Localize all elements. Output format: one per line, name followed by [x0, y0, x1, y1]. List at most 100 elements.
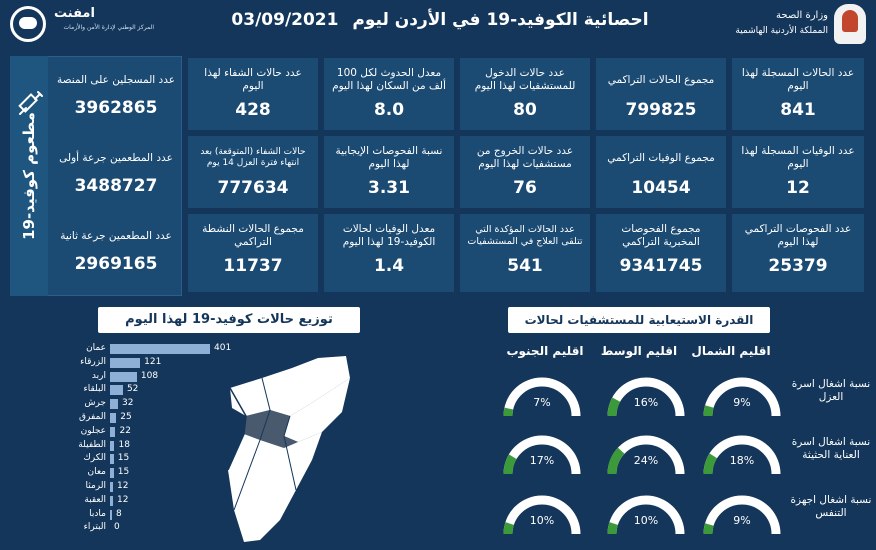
gauge-fill	[607, 397, 621, 417]
registered-card: عدد المسجلين على المنصة 3962865	[52, 66, 180, 119]
stat-value: 799825	[625, 100, 697, 120]
stat-card-total-tests: مجموع الفحوصات المخبرية التراكمي 9341745	[596, 214, 726, 292]
stat-label: عدد الحالات المؤكدة التي تتلقى العلاج في…	[467, 224, 583, 247]
distribution-bar-value: 15	[117, 467, 130, 478]
distribution-category-label: الطفيلة	[78, 439, 106, 450]
gauge-percent: 16%	[633, 396, 659, 409]
distribution-bar-value: 15	[117, 453, 130, 464]
dose2-label: عدد المطعمين جرعة ثانية	[60, 229, 172, 242]
distribution-bar	[110, 495, 113, 506]
distribution-category-label: الرمثا	[85, 481, 107, 491]
gauge-track	[503, 495, 581, 535]
distribution-bar	[110, 509, 112, 520]
ministry-logo: وزارة الصحة المملكة الأردنية الهاشمية	[720, 4, 870, 46]
stat-value: 541	[507, 256, 543, 276]
occupancy-gauge: 17%	[500, 430, 584, 478]
brand-subtitle: المركز الوطني لإدارة الأمن والأزمات	[63, 24, 155, 31]
stat-card-death-rate: معدل الوفيات لحالات الكوفيد-19 لهذا اليو…	[324, 214, 454, 292]
distribution-bar	[110, 413, 117, 423]
gauge-track	[703, 495, 781, 535]
stat-label: عدد حالات الدخول للمستشفيات لهذا اليوم	[474, 67, 576, 92]
title-date: 03/09/2021	[231, 10, 339, 30]
gauge-track	[607, 495, 685, 535]
distribution-bar	[110, 426, 116, 437]
stat-card-discharges: عدد حالات الخروج من مستشفيات لهذا اليوم …	[460, 136, 590, 208]
vaccine-title-text: مطعوم كوفيد-19	[19, 112, 38, 240]
stat-value: 841	[780, 100, 816, 120]
distribution-category-label: عمان	[86, 343, 106, 353]
stat-value: 777634	[217, 178, 289, 198]
stat-label: معدل الحدوث لكل 100 ألف من السكان لهذا ا…	[332, 67, 446, 92]
occupancy-gauge: 24%	[604, 430, 688, 478]
stat-label: عدد الوفيات المسجلة لهذا اليوم	[741, 145, 855, 170]
capacity-title: القدرة الاستيعابية للمستشفيات لحالات كوف…	[508, 307, 770, 353]
map-region-north	[230, 356, 350, 416]
distribution-category-label: المفرق	[79, 412, 106, 422]
distribution-bar	[110, 357, 141, 368]
row-label-ventilators: نسبة اشغال اجهزة التنفس	[790, 494, 872, 519]
row-label-icu: نسبة اشغال اسرة العناية الحثيثة	[791, 436, 871, 461]
stat-card-daily-tests: عدد الفحوصات التراكمي لهذا اليوم 25379	[732, 214, 864, 292]
stat-label: مجموع الوفيات التراكمي	[607, 151, 715, 164]
occupancy-gauge: 9%	[700, 490, 784, 538]
distribution-bar-value: 32	[121, 398, 134, 409]
stat-label: عدد الفحوصات التراكمي لهذا اليوم	[744, 223, 852, 248]
distribution-bar	[110, 468, 114, 479]
registered-label: عدد المسجلين على المنصة	[56, 73, 176, 86]
distribution-category-label: الزرقاء	[80, 356, 106, 367]
gauge-fill	[503, 407, 514, 417]
stat-value: 11737	[223, 256, 283, 276]
syringe-icon	[18, 91, 43, 115]
stat-label: معدل الوفيات لحالات الكوفيد-19 لهذا اليو…	[342, 223, 436, 248]
stat-card-expected-recoveries: حالات الشفاء (المتوقعة) بعد انتهاء فترة …	[188, 136, 318, 208]
crest-icon	[834, 4, 866, 44]
stat-label: مجموع الحالات النشطة التراكمي	[202, 223, 304, 248]
distribution-bar	[110, 344, 210, 354]
stat-card-daily-deaths: عدد الوفيات المسجلة لهذا اليوم 12	[732, 136, 864, 208]
stat-card-hospitalized: عدد الحالات المؤكدة التي تتلقى العلاج في…	[460, 214, 590, 292]
stat-label: عدد حالات الخروج من مستشفيات لهذا اليوم	[476, 145, 574, 170]
dose2-value: 2969165	[74, 254, 158, 274]
gauge-track	[703, 377, 781, 417]
stat-card-recoveries: عدد حالات الشفاء لهذا اليوم 428	[188, 58, 318, 130]
distribution-bar	[110, 440, 115, 451]
stat-value: 1.4	[373, 256, 405, 276]
gauge-fill	[703, 523, 714, 535]
stat-card-active: مجموع الحالات النشطة التراكمي 11737	[188, 214, 318, 292]
distribution-bar-value: 108	[140, 370, 159, 381]
distribution-category-label: البتراء	[83, 522, 106, 533]
stat-label: حالات الشفاء (المتوقعة) بعد انتهاء فترة …	[200, 147, 306, 168]
distribution-bar	[110, 482, 113, 492]
page-title: احصائية الكوفيد-19 في الأردن ليوم 03/09/…	[215, 10, 665, 30]
gauge-fill	[703, 405, 714, 417]
distribution-bar-value: 0	[114, 522, 120, 533]
title-text: احصائية الكوفيد-19 في الأردن ليوم	[352, 10, 649, 30]
region-south: اقليم الجنوب	[506, 344, 584, 358]
stat-label: عدد حالات الشفاء لهذا اليوم	[204, 67, 302, 92]
stat-card-total-deaths: مجموع الوفيات التراكمي 10454	[596, 136, 726, 208]
gauge-fill	[607, 522, 618, 535]
globe-icon	[10, 6, 46, 42]
gauge-percent: 24%	[633, 454, 659, 467]
stat-card-total-cases: مجموع الحالات التراكمي 799825	[596, 58, 726, 130]
stat-card-positivity: نسبة الفحوصات الإيجابية لهذا اليوم 3.31	[324, 136, 454, 208]
stat-value: 8.0	[373, 100, 405, 120]
distribution-title: توزيع حالات كوفيد-19 لهذا اليوم	[98, 307, 360, 333]
stat-value: 9341745	[619, 256, 703, 276]
distribution-bar-value: 401	[214, 343, 232, 353]
distribution-bar-value: 25	[120, 412, 132, 422]
occupancy-gauge: 9%	[700, 372, 784, 420]
stat-card-daily-cases: عدد الحالات المسجلة لهذا اليوم 841	[732, 58, 864, 130]
gauge-fill	[503, 522, 514, 535]
distribution-category-label: اربد	[91, 370, 106, 381]
gauge-percent: 10%	[529, 514, 555, 527]
distribution-bar	[110, 454, 114, 465]
distribution-category-label: البلقاء	[83, 384, 106, 395]
distribution-category-label: جرش	[84, 398, 106, 409]
map-region-east	[284, 378, 350, 442]
distribution-category-label: مادبا	[89, 508, 106, 519]
distribution-bar	[110, 399, 118, 410]
gauge-percent: 17%	[529, 454, 555, 467]
stat-value: 10454	[631, 178, 691, 198]
distribution-bar-value: 8	[115, 508, 122, 519]
